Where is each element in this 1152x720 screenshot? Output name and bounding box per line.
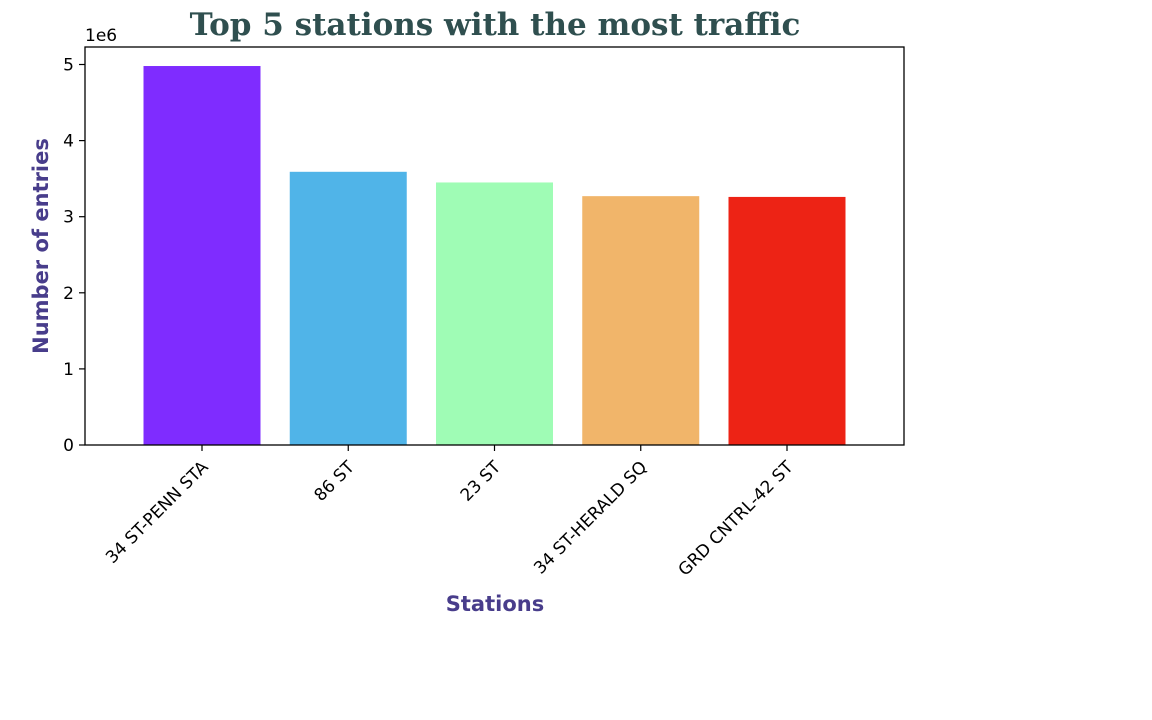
x-axis-label: Stations — [446, 592, 544, 616]
x-tick-label-3: 34 ST-HERALD SQ — [530, 457, 651, 578]
bar-4 — [728, 196, 846, 445]
y-tick-label-2: 2 — [63, 284, 74, 304]
x-tick-label-0: 34 ST-PENN STA — [102, 457, 213, 568]
y-tick-label-1: 1 — [63, 360, 74, 380]
x-tick-label-4: GRD CNTRL-42 ST — [675, 457, 798, 580]
y-tick-label-0: 0 — [63, 436, 74, 456]
x-axis-ticks: 34 ST-PENN STA 86 ST 23 ST 34 ST-HERALD SQ G… — [102, 445, 798, 580]
y-axis-offset-label: 1e6 — [85, 26, 117, 46]
x-tick-label-1: 86 ST — [311, 457, 360, 506]
chart-title: Top 5 stations with the most traffic — [190, 7, 801, 43]
y-tick-label-3: 3 — [63, 208, 74, 228]
bar-1 — [289, 171, 407, 446]
x-tick-label-2: 23 ST — [457, 457, 506, 506]
y-tick-label-5: 5 — [63, 56, 74, 76]
bar-0 — [143, 66, 261, 446]
bar-3 — [582, 196, 700, 445]
bar-2 — [436, 182, 553, 445]
y-axis-ticks: 0 1 2 3 4 5 — [63, 56, 85, 456]
bars-layer — [143, 66, 846, 446]
y-axis-label: Number of entries — [29, 138, 53, 354]
y-tick-label-4: 4 — [63, 132, 74, 152]
